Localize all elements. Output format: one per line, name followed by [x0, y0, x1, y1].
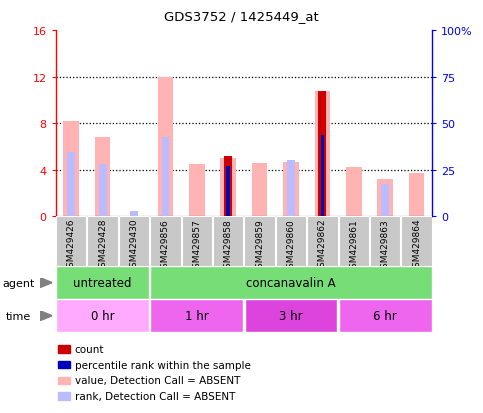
Text: agent: agent: [2, 278, 35, 288]
Bar: [318, 135, 327, 217]
FancyBboxPatch shape: [339, 299, 432, 332]
Text: time: time: [6, 311, 31, 321]
Bar: [220, 159, 236, 217]
Polygon shape: [40, 278, 52, 288]
Bar: [377, 180, 393, 217]
FancyBboxPatch shape: [56, 266, 149, 299]
Bar: [287, 161, 295, 217]
FancyBboxPatch shape: [370, 217, 400, 266]
FancyBboxPatch shape: [150, 299, 243, 332]
Text: GSM429860: GSM429860: [286, 218, 296, 273]
FancyBboxPatch shape: [182, 217, 212, 266]
FancyBboxPatch shape: [276, 217, 306, 266]
Text: GSM429864: GSM429864: [412, 218, 421, 273]
Text: GSM429426: GSM429426: [67, 218, 76, 273]
Text: untreated: untreated: [73, 276, 132, 290]
FancyBboxPatch shape: [401, 217, 432, 266]
Bar: [346, 168, 362, 217]
Bar: [252, 164, 268, 217]
Text: rank, Detection Call = ABSENT: rank, Detection Call = ABSENT: [75, 391, 235, 401]
Bar: [321, 135, 324, 217]
Bar: [99, 164, 107, 217]
Text: percentile rank within the sample: percentile rank within the sample: [75, 360, 251, 370]
Bar: [283, 162, 299, 217]
Text: 3 hr: 3 hr: [279, 309, 303, 323]
Text: GSM429862: GSM429862: [318, 218, 327, 273]
Text: GSM429430: GSM429430: [129, 218, 139, 273]
Text: 1 hr: 1 hr: [185, 309, 209, 323]
Text: 6 hr: 6 hr: [373, 309, 397, 323]
Bar: [224, 157, 232, 217]
FancyBboxPatch shape: [213, 217, 243, 266]
Text: GSM429856: GSM429856: [161, 218, 170, 273]
Text: value, Detection Call = ABSENT: value, Detection Call = ABSENT: [75, 375, 240, 385]
Bar: [227, 167, 230, 217]
Text: GSM429858: GSM429858: [224, 218, 233, 273]
Text: GSM429857: GSM429857: [192, 218, 201, 273]
Bar: [95, 138, 111, 217]
Bar: [381, 184, 389, 217]
FancyBboxPatch shape: [87, 217, 118, 266]
FancyBboxPatch shape: [307, 217, 338, 266]
Text: concanavalin A: concanavalin A: [246, 276, 336, 290]
Bar: [161, 138, 170, 217]
Bar: [314, 91, 330, 217]
Text: count: count: [75, 344, 104, 354]
Bar: [67, 153, 75, 217]
FancyBboxPatch shape: [56, 299, 149, 332]
Text: GDS3752 / 1425449_at: GDS3752 / 1425449_at: [164, 10, 319, 23]
FancyBboxPatch shape: [150, 217, 181, 266]
Text: GSM429428: GSM429428: [98, 218, 107, 273]
Bar: [157, 77, 173, 217]
Bar: [130, 211, 138, 217]
FancyBboxPatch shape: [244, 217, 275, 266]
Text: GSM429863: GSM429863: [381, 218, 390, 273]
Text: GSM429859: GSM429859: [255, 218, 264, 273]
Text: 0 hr: 0 hr: [91, 309, 114, 323]
Text: GSM429861: GSM429861: [349, 218, 358, 273]
Bar: [63, 121, 79, 217]
Bar: [318, 91, 327, 217]
FancyBboxPatch shape: [119, 217, 149, 266]
FancyBboxPatch shape: [150, 266, 432, 299]
FancyBboxPatch shape: [339, 217, 369, 266]
Bar: [189, 164, 205, 217]
Polygon shape: [40, 311, 52, 321]
FancyBboxPatch shape: [244, 299, 338, 332]
FancyBboxPatch shape: [56, 217, 86, 266]
Bar: [409, 174, 425, 217]
